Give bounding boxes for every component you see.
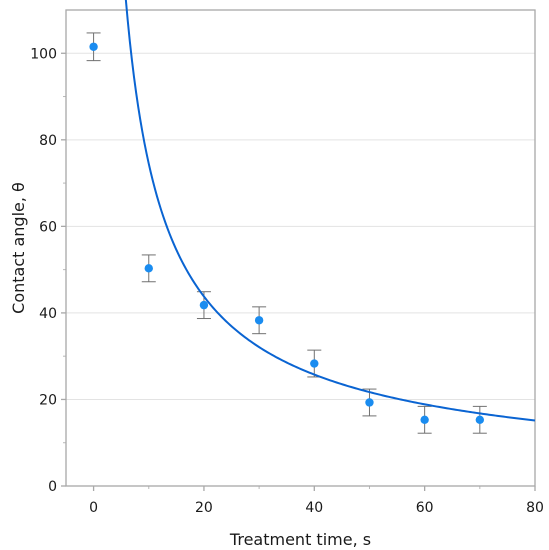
x-axis-title: Treatment time, s — [229, 530, 371, 549]
x-tick-label: 0 — [89, 500, 98, 516]
plot-frame — [65, 9, 536, 487]
y-tick-label: 60 — [39, 219, 57, 235]
y-tick-label: 0 — [48, 479, 57, 495]
data-points — [89, 42, 485, 424]
data-point — [475, 415, 485, 424]
y-tick-label: 80 — [39, 133, 57, 149]
y-tick-labels: 0 20 40 60 80 100 — [30, 46, 57, 495]
x-tick-label: 80 — [526, 500, 544, 516]
data-point — [144, 264, 153, 273]
fit-curve — [124, 0, 536, 422]
y-tick-label: 20 — [39, 392, 57, 408]
major-ticks — [61, 52, 536, 491]
y-tick-label: 100 — [30, 46, 57, 62]
x-tick-labels: 0 20 40 60 80 — [89, 500, 544, 516]
data-point — [310, 359, 319, 368]
y-axis-title: Contact angle, θ — [9, 182, 28, 314]
data-point — [254, 316, 264, 325]
data-point — [420, 415, 429, 424]
data-point — [199, 300, 209, 310]
x-tick-label: 40 — [305, 500, 323, 516]
data-point — [365, 398, 374, 407]
y-tick-label: 40 — [39, 306, 57, 322]
data-point — [89, 42, 98, 51]
x-tick-label: 60 — [416, 500, 434, 516]
x-tick-label: 20 — [195, 500, 213, 516]
